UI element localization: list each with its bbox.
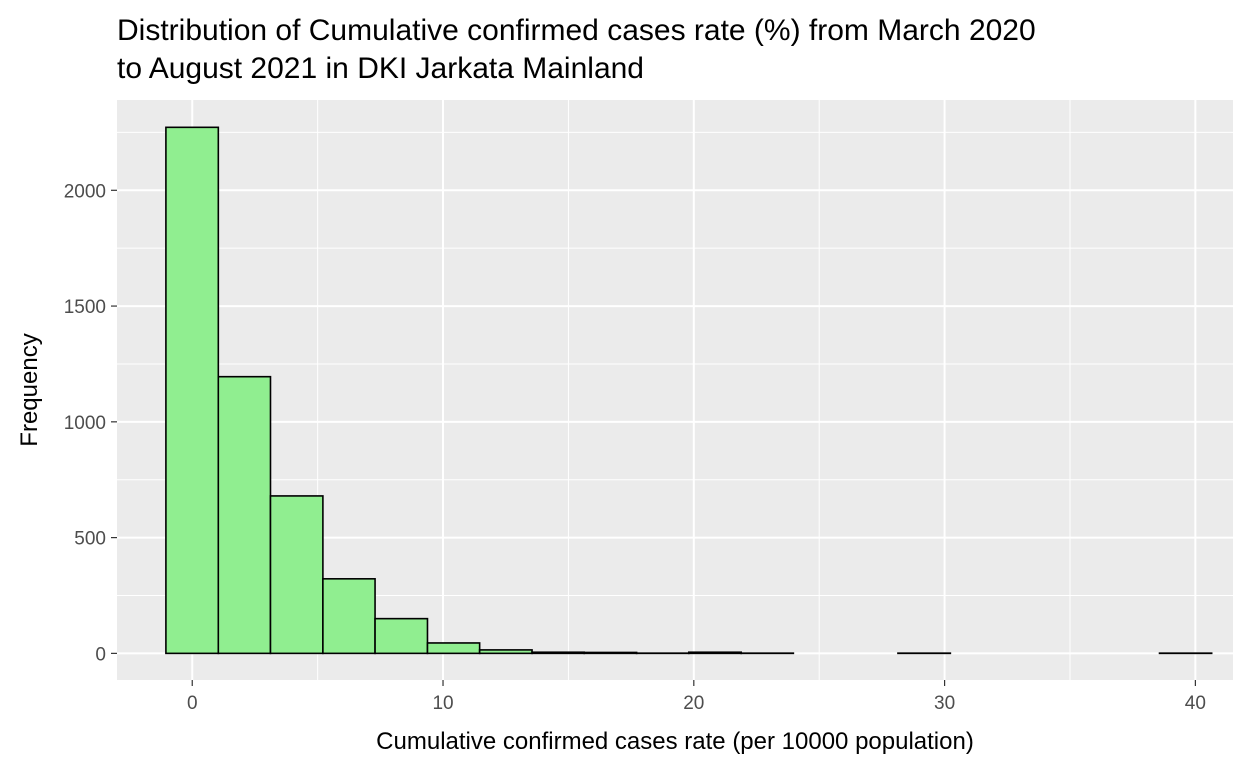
y-tick-label: 1000: [64, 413, 106, 434]
x-tick-label: 0: [187, 693, 198, 714]
x-tick-label: 10: [432, 693, 453, 714]
histogram-bar: [269, 495, 324, 655]
y-tick-label: 1500: [64, 297, 106, 318]
x-tick-label: 20: [683, 693, 704, 714]
chart-title-line-1: Distribution of Cumulative confirmed cas…: [117, 14, 1036, 47]
histogram-bar: [531, 651, 586, 655]
x-axis-title: Cumulative confirmed cases rate (per 100…: [376, 728, 974, 755]
chart-title-line-2: to August 2021 in DKI Jarkata Mainland: [117, 52, 644, 85]
y-axis-ticks: 0 500 1000 1500 2000: [64, 181, 117, 665]
x-axis-ticks: 0 10 20 30 40: [187, 680, 1206, 714]
y-tick-label: 500: [74, 529, 106, 550]
y-axis-title: Frequency: [16, 333, 43, 446]
histogram-bar: [322, 578, 376, 655]
x-tick-label: 30: [934, 693, 955, 714]
histogram-bar: [165, 126, 220, 655]
histogram-bar: [583, 651, 638, 655]
y-tick-label: 2000: [64, 181, 106, 202]
histogram-bar: [687, 651, 743, 655]
histogram-bar: [478, 649, 533, 655]
x-tick-label: 40: [1185, 693, 1206, 714]
minor-gridlines: [66, 100, 1233, 680]
histogram-bar: [426, 642, 481, 655]
histogram-bar: [374, 617, 429, 655]
y-tick-label: 0: [95, 644, 106, 665]
histogram-bars: [165, 126, 1213, 655]
histogram-bar: [217, 375, 272, 655]
